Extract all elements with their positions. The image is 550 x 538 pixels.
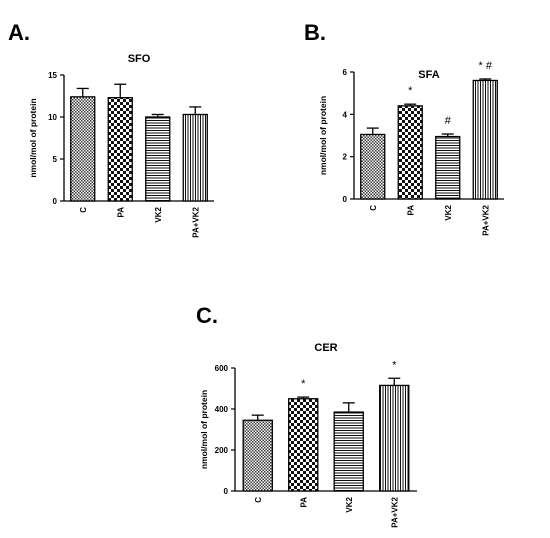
bar-vk2 bbox=[145, 116, 171, 202]
y-axis-label: nmol/mol of protein bbox=[199, 390, 209, 469]
x-tick-label: PA bbox=[116, 207, 125, 218]
bar-pa bbox=[288, 398, 319, 492]
significance-marker: # bbox=[445, 115, 452, 127]
x-tick-label: PA+VK2 bbox=[191, 206, 200, 237]
chart-panel-cer: C. CER 0 200 400 600 nmol/mol of protein C * PA VK… bbox=[196, 303, 417, 528]
x-tick-label: PA bbox=[299, 497, 308, 508]
bar-pa-vk2 bbox=[182, 113, 208, 202]
chart-panels: A. SFO 0 5 10 15 nmol/mol of protein C PA VK2 PA+V… bbox=[8, 20, 504, 528]
y-tick-label: 200 bbox=[215, 446, 229, 455]
y-tick-label: 5 bbox=[53, 155, 58, 164]
y-tick-label: 400 bbox=[215, 405, 229, 414]
bar-pa bbox=[397, 105, 423, 200]
bar-vk2 bbox=[333, 411, 364, 492]
panel-letter: B. bbox=[304, 20, 326, 45]
x-tick-label: PA bbox=[406, 205, 415, 216]
x-tick-label: C bbox=[369, 205, 378, 211]
significance-marker: * bbox=[301, 378, 306, 390]
significance-marker: * bbox=[392, 359, 397, 371]
x-tick-label: PA+VK2 bbox=[390, 496, 399, 527]
bar-c bbox=[242, 419, 273, 492]
bar-pa-vk2 bbox=[472, 79, 498, 200]
y-tick-label: 6 bbox=[343, 68, 348, 77]
significance-marker: * bbox=[408, 85, 413, 97]
bar-pa bbox=[107, 97, 133, 202]
y-axis-label: nmol/mol of protein bbox=[28, 98, 38, 177]
chart-title: CER bbox=[314, 342, 337, 354]
x-tick-label: C bbox=[254, 497, 263, 503]
chart-title: SFO bbox=[128, 53, 151, 65]
y-axis-label: nmol/mol of protein bbox=[318, 96, 328, 175]
bar-vk2 bbox=[435, 135, 461, 200]
bar-c bbox=[360, 133, 386, 200]
y-tick-label: 4 bbox=[343, 110, 348, 119]
panel-letter: A. bbox=[8, 20, 30, 45]
x-tick-label: VK2 bbox=[154, 206, 163, 222]
y-tick-label: 600 bbox=[215, 364, 229, 373]
y-tick-label: 15 bbox=[48, 71, 57, 80]
bar-c bbox=[70, 96, 96, 202]
y-tick-label: 0 bbox=[224, 487, 229, 496]
x-tick-label: PA+VK2 bbox=[481, 204, 490, 235]
x-tick-label: VK2 bbox=[345, 496, 354, 512]
chart-title: SFA bbox=[418, 69, 439, 81]
y-tick-label: 10 bbox=[48, 113, 57, 122]
x-tick-label: C bbox=[79, 207, 88, 213]
chart-panel-sfa: B. SFA 0 2 4 6 nmol/mol of protein C * PA # VK2 * # P… bbox=[304, 20, 504, 236]
chart-panel-sfo: A. SFO 0 5 10 15 nmol/mol of protein C PA VK2 PA+V… bbox=[8, 20, 214, 238]
y-tick-label: 2 bbox=[343, 153, 348, 162]
y-tick-label: 0 bbox=[53, 197, 58, 206]
x-tick-label: VK2 bbox=[444, 204, 453, 220]
bar-pa-vk2 bbox=[379, 384, 410, 492]
panel-letter: C. bbox=[196, 303, 218, 328]
significance-marker: * # bbox=[479, 60, 493, 72]
y-tick-label: 0 bbox=[343, 195, 348, 204]
